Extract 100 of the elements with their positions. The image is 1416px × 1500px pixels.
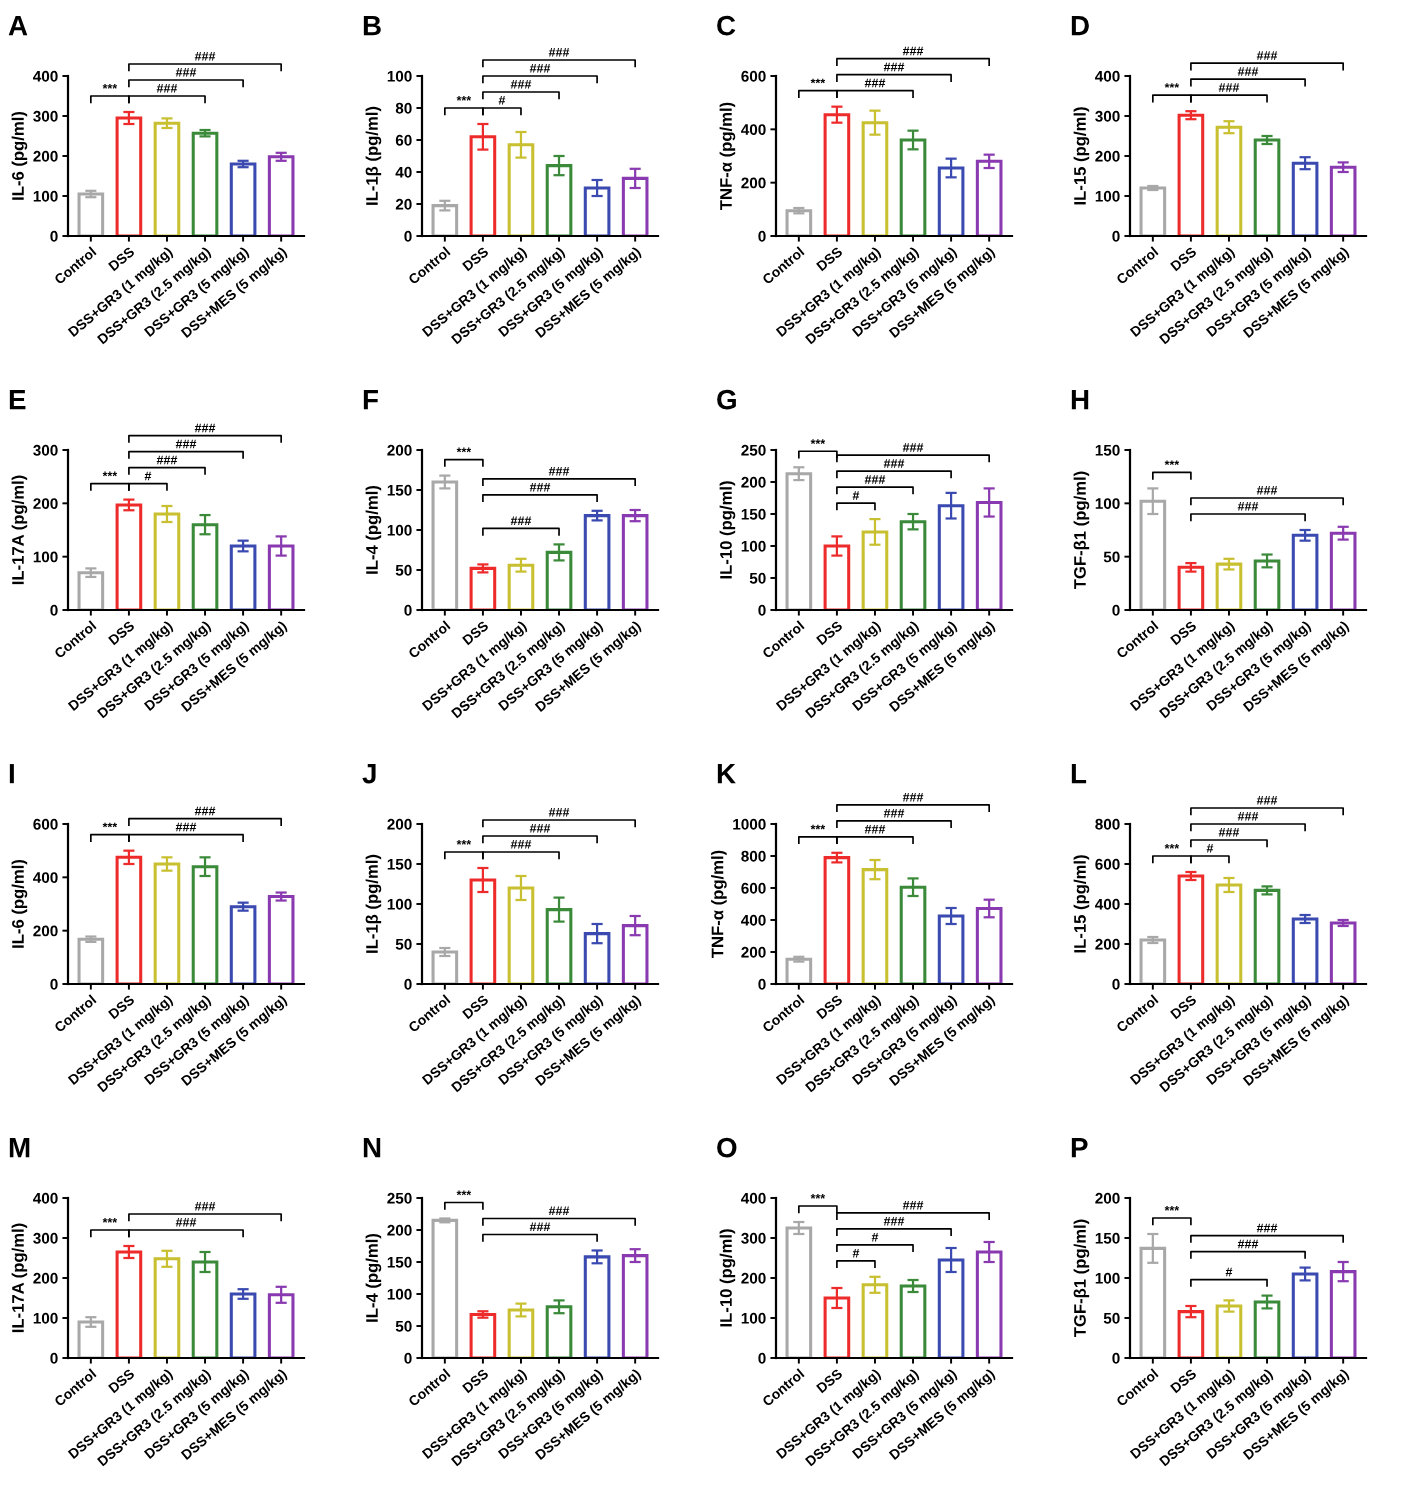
bar — [77, 937, 105, 984]
y-axis-title: TNF-α (pg/ml) — [719, 102, 736, 210]
bar — [267, 544, 295, 610]
bar — [1253, 559, 1281, 610]
bar — [899, 1284, 927, 1358]
bar — [1215, 562, 1243, 610]
bar — [583, 932, 611, 984]
bar — [229, 544, 257, 610]
bar — [861, 1283, 889, 1358]
y-axis-title: IL-17A (pg/ml) — [11, 1223, 28, 1333]
bar — [975, 906, 1003, 984]
bar — [1215, 125, 1243, 236]
bar — [191, 1260, 219, 1358]
bar — [153, 121, 181, 236]
bar — [823, 856, 851, 984]
bar — [77, 571, 105, 610]
bar — [229, 905, 257, 984]
y-axis-title: IL-10 (pg/ml) — [719, 481, 736, 579]
bar — [583, 514, 611, 610]
y-axis-title: IL-6 (pg/ml) — [11, 111, 28, 200]
chart-title: C — [717, 15, 736, 36]
bar — [115, 116, 143, 236]
bar — [1215, 1304, 1243, 1358]
chart-title: G — [717, 389, 736, 410]
chart-title: M — [9, 1138, 30, 1158]
bar — [975, 159, 1003, 236]
bar — [1329, 531, 1357, 610]
bar — [1291, 1272, 1319, 1358]
bar — [191, 523, 219, 610]
chart-title: K — [717, 764, 736, 784]
bar — [899, 885, 927, 984]
bar — [1329, 165, 1357, 236]
y-axis-title: TGF-β1 (pg/ml) — [1073, 471, 1090, 590]
bar — [899, 138, 927, 236]
bar — [1329, 921, 1357, 984]
bar — [861, 868, 889, 984]
bar — [191, 865, 219, 984]
chart-title: H — [1071, 390, 1089, 410]
bar — [785, 472, 813, 610]
bar — [545, 164, 573, 236]
chart-title: J — [362, 764, 376, 784]
bar — [229, 162, 257, 236]
chart-title: B — [363, 16, 381, 36]
bar — [469, 1312, 497, 1358]
y-axis-title: IL-1β (pg/ml) — [365, 106, 382, 205]
bar — [431, 1218, 459, 1358]
y-axis-title: IL-4 (pg/ml) — [365, 1233, 382, 1322]
bar — [431, 204, 459, 236]
bar — [545, 1305, 573, 1358]
bar — [267, 1293, 295, 1358]
bar — [937, 914, 965, 984]
bar — [1177, 1310, 1205, 1358]
bar — [507, 1308, 535, 1358]
bar — [77, 1320, 105, 1358]
bar — [823, 544, 851, 610]
bar — [937, 166, 965, 236]
bar — [115, 1250, 143, 1358]
bar — [823, 1296, 851, 1358]
bar — [229, 1292, 257, 1358]
bar — [583, 1255, 611, 1358]
bar — [1253, 138, 1281, 236]
bar — [785, 957, 813, 984]
bar — [1177, 874, 1205, 984]
bar — [785, 1226, 813, 1358]
bar — [545, 550, 573, 610]
bar — [267, 155, 295, 236]
y-axis-title: IL-1β (pg/ml) — [365, 854, 382, 953]
bar — [823, 113, 851, 236]
bar — [507, 563, 535, 610]
bar — [621, 514, 649, 610]
bar — [153, 862, 181, 984]
bar — [153, 512, 181, 610]
y-axis-title: IL-6 (pg/ml) — [11, 859, 28, 948]
bar — [785, 209, 813, 236]
bar — [1253, 1300, 1281, 1358]
bar — [1139, 938, 1167, 984]
bar — [469, 566, 497, 610]
bar — [1253, 888, 1281, 984]
chart-title: E — [9, 390, 26, 410]
bar — [1291, 917, 1319, 984]
bar — [1291, 161, 1319, 236]
bar — [899, 520, 927, 610]
bar — [1177, 565, 1205, 610]
y-axis-title: IL-10 (pg/ml) — [719, 1229, 736, 1327]
bar — [621, 924, 649, 984]
bar — [975, 1250, 1003, 1358]
bar — [583, 186, 611, 236]
chart-title: N — [363, 1138, 381, 1158]
chart-title: A — [8, 16, 28, 36]
bar — [1177, 113, 1205, 236]
bar — [621, 176, 649, 236]
y-axis-title: IL-15 (pg/ml) — [1073, 855, 1090, 953]
bar — [153, 1257, 181, 1358]
chart-title: L — [1071, 764, 1087, 784]
bar — [431, 950, 459, 984]
y-axis-title: TGF-β1 (pg/ml) — [1073, 1219, 1090, 1338]
y-axis-title: IL-15 (pg/ml) — [1073, 107, 1090, 205]
bar — [77, 192, 105, 236]
chart-title: D — [1071, 16, 1089, 36]
bar — [1329, 1270, 1357, 1358]
